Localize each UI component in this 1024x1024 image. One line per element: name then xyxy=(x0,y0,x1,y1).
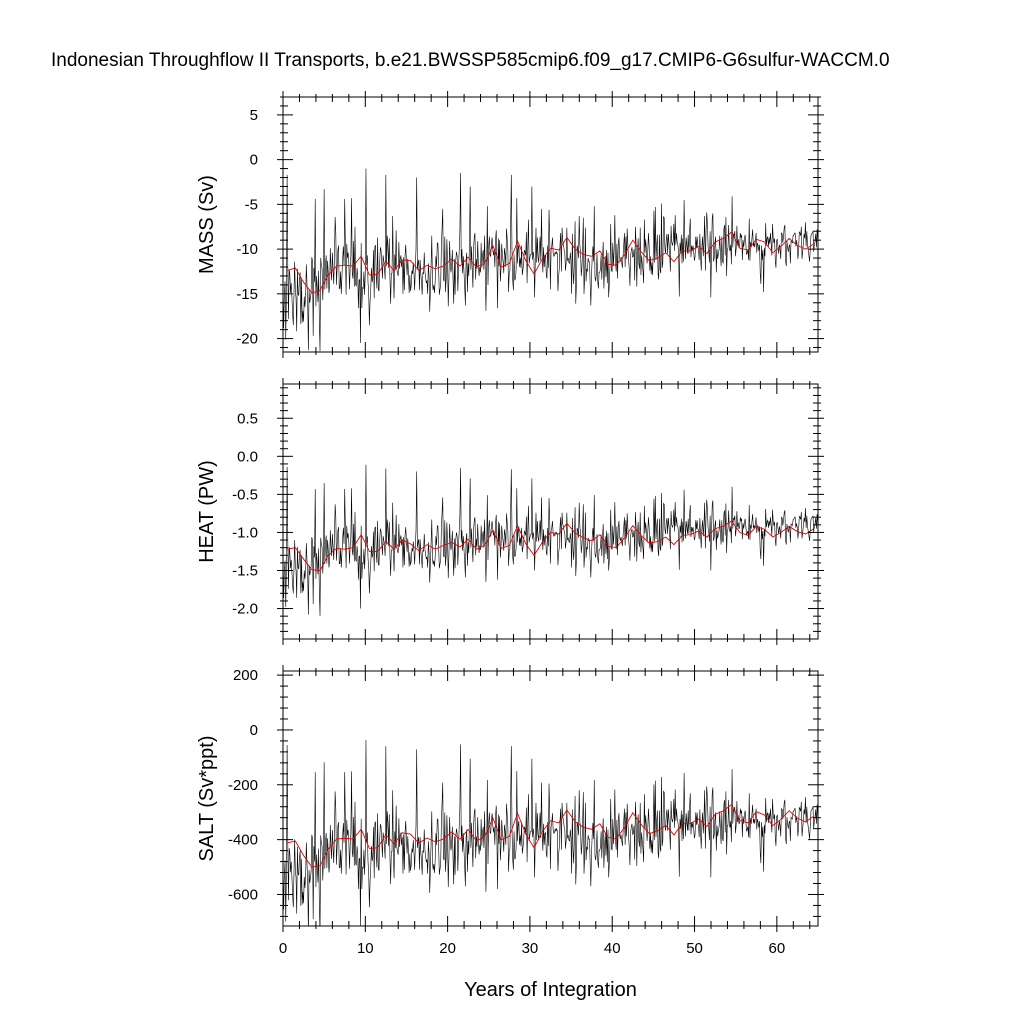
salt-x-tick-label: 30 xyxy=(522,940,539,957)
salt-x-tick-label: 50 xyxy=(686,940,703,957)
salt-x-tick-label: 10 xyxy=(357,940,374,957)
heat-y-tick-label: 0.0 xyxy=(237,448,258,465)
mass-y-tick-label: -5 xyxy=(245,196,258,213)
chart-panels: -20 -15 -10 -5 0 5 MASS (Sv) -2.0 -1.5 -1.0 -0.5 0.… xyxy=(196,91,824,1001)
mass-y-axis-label: MASS (Sv) xyxy=(196,175,218,274)
heat-series-annual-mean xyxy=(287,520,815,571)
heat-series-monthly xyxy=(283,464,818,617)
salt-series-annual-mean xyxy=(287,803,815,868)
salt-y-tick-label: -600 xyxy=(228,886,258,903)
x-axis-label: Years of Integration xyxy=(464,979,637,1001)
salt-x-tick-label: 0 xyxy=(279,940,287,957)
salt-y-tick-label: -200 xyxy=(228,777,258,794)
panel-heat: -2.0 -1.5 -1.0 -0.5 0.0 0.5 HEAT (PW) xyxy=(196,378,824,645)
salt-y-tick-label: 200 xyxy=(233,667,258,684)
heat-y-tick-label: -1.0 xyxy=(232,524,258,541)
salt-plot-frame xyxy=(282,670,819,927)
heat-y-tick-label: 0.5 xyxy=(237,410,258,427)
mass-y-tick-label: 5 xyxy=(250,107,258,124)
mass-y-tick-label: -10 xyxy=(236,241,258,258)
panel-salt: -600 -400 -200 0 200 0 10 20 30 40 50 60 SALT (Sv*pp… xyxy=(196,665,824,1001)
mass-series-annual-mean xyxy=(286,231,815,294)
salt-y-tick-label: -400 xyxy=(228,832,258,849)
salt-x-tick-label: 40 xyxy=(604,940,621,957)
heat-y-tick-label: -0.5 xyxy=(232,486,258,503)
salt-y-axis-label: SALT (Sv*ppt) xyxy=(196,736,218,862)
salt-y-tick-label: 0 xyxy=(250,722,258,739)
salt-series-monthly xyxy=(283,739,818,926)
mass-y-tick-label: -20 xyxy=(236,331,258,348)
heat-plot-frame xyxy=(282,383,819,640)
heat-y-tick-label: -1.5 xyxy=(232,562,258,579)
mass-y-tick-label: -15 xyxy=(236,286,258,303)
heat-y-axis-label: HEAT (PW) xyxy=(196,460,218,563)
panel-mass: -20 -15 -10 -5 0 5 MASS (Sv) xyxy=(196,91,824,358)
heat-y-tick-label: -2.0 xyxy=(232,601,258,618)
mass-plot-frame xyxy=(282,96,819,353)
mass-y-tick-label: 0 xyxy=(250,152,258,169)
mass-series-monthly xyxy=(283,168,818,352)
salt-x-tick-label: 20 xyxy=(439,940,456,957)
salt-x-tick-label: 60 xyxy=(769,940,786,957)
chart-title: Indonesian Throughflow II Transports, b.… xyxy=(51,50,890,71)
